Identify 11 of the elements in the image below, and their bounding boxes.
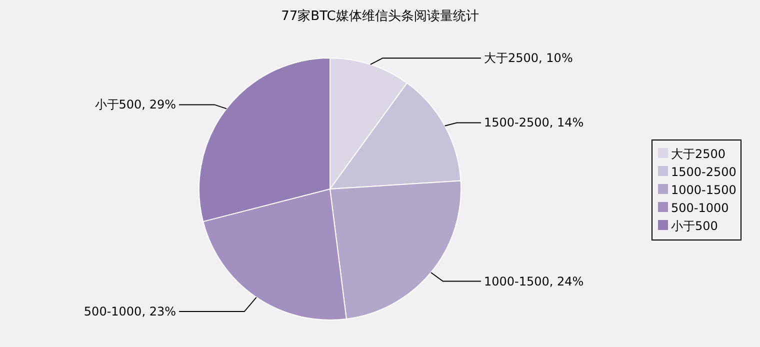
legend-label: 1000-1500	[671, 183, 736, 197]
legend-label: 500-1000	[671, 201, 729, 215]
legend-label: 小于500	[671, 219, 718, 233]
legend-label: 1500-2500	[671, 165, 736, 179]
chart-title: 77家BTC媒体维信头条阅读量统计	[281, 8, 479, 24]
data-label: 1000-1500, 24%	[484, 274, 584, 288]
legend-label: 大于2500	[671, 147, 726, 161]
data-label: 1500-2500, 14%	[484, 116, 584, 130]
data-label: 500-1000, 23%	[84, 304, 176, 319]
data-label: 小于500, 29%	[94, 98, 176, 112]
data-label: 大于2500, 10%	[484, 51, 573, 66]
